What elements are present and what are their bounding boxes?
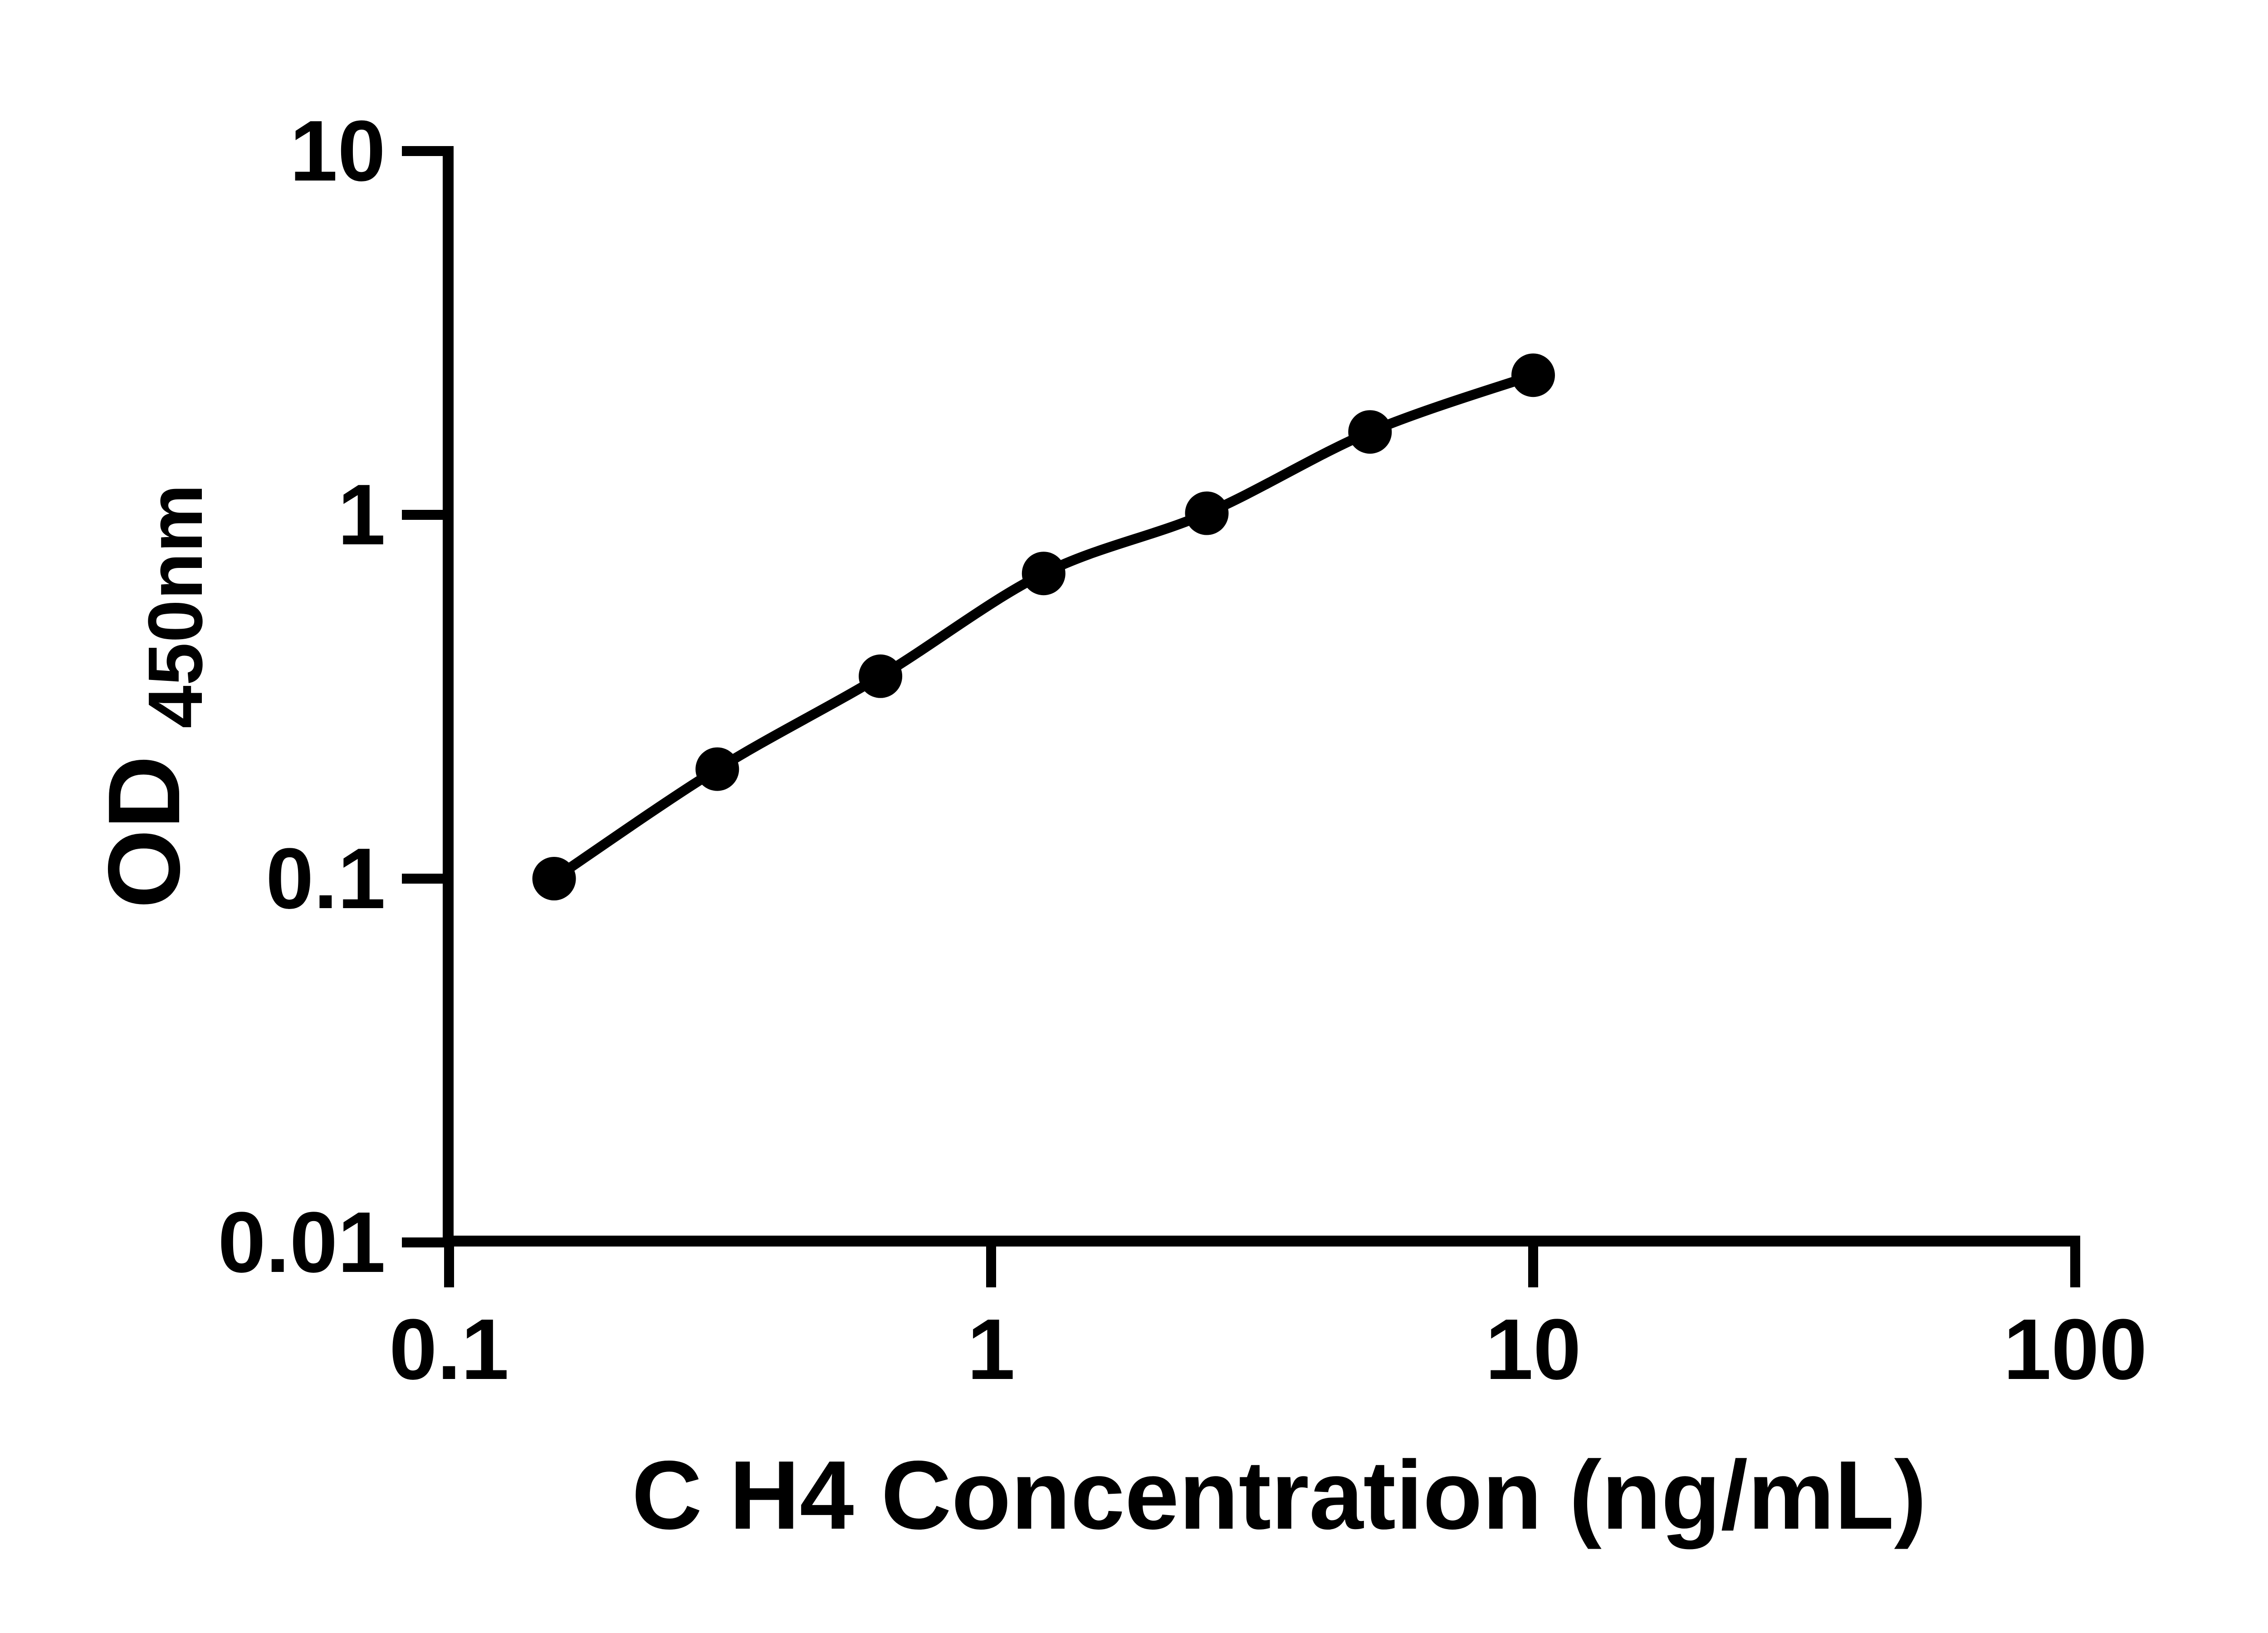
x-axis-title: C H4 Concentration (ng/mL) — [632, 1440, 1927, 1550]
data-point-10 — [1511, 353, 1555, 397]
x-axis-ticks — [444, 1241, 2080, 1287]
y-axis-title-main: OD — [87, 755, 201, 909]
x-axis-tick-labels: 0.1 1 10 100 — [389, 1301, 2147, 1398]
x-tick-label-10: 10 — [1485, 1301, 1581, 1398]
axis-spines — [443, 146, 2080, 1247]
y-axis-ticks — [402, 146, 448, 1247]
y-axis-tick-labels: 10 1 0.1 0.01 — [218, 103, 386, 1291]
fit-curve — [551, 370, 1535, 883]
data-point-0.15625 — [532, 857, 576, 900]
data-point-5 — [1348, 410, 1392, 454]
y-tick-label-0.01: 0.01 — [218, 1194, 386, 1291]
y-tick-label-0.1: 0.1 — [266, 831, 386, 927]
data-point-0.3125 — [695, 747, 739, 791]
x-tick-label-0.1: 0.1 — [389, 1301, 509, 1398]
data-point-2.5 — [1185, 491, 1229, 535]
y-axis-title-subscript: 450nm — [132, 484, 219, 728]
y-tick-label-10: 10 — [290, 103, 386, 199]
standard-curve-line — [551, 370, 1535, 883]
data-points — [532, 353, 1555, 900]
y-tick-label-1: 1 — [337, 467, 386, 563]
x-tick-label-100: 100 — [2003, 1301, 2147, 1398]
y-axis-title: OD 450nm — [87, 484, 219, 909]
data-point-0.625 — [859, 654, 903, 698]
x-tick-label-1: 1 — [967, 1301, 1015, 1398]
data-point-1.25 — [1022, 552, 1066, 596]
